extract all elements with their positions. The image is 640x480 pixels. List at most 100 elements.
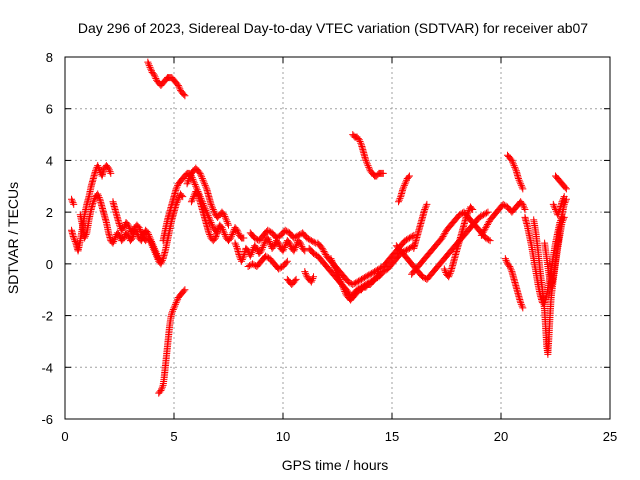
data-point [341, 289, 349, 297]
data-point [94, 163, 102, 171]
data-point [219, 227, 227, 235]
data-point [229, 229, 237, 237]
data-point [95, 165, 103, 173]
data-point [310, 238, 318, 246]
x-tick-label: 0 [61, 429, 68, 444]
data-point [404, 235, 412, 243]
data-point [185, 176, 193, 184]
data-point [328, 258, 336, 266]
data-point [174, 295, 182, 303]
data-point [554, 211, 562, 219]
data-point [264, 226, 272, 234]
data-point [172, 185, 180, 193]
data-point [445, 273, 453, 281]
data-point [549, 200, 557, 208]
data-point [248, 249, 256, 257]
data-point [145, 60, 153, 68]
data-point [365, 165, 373, 173]
data-point [350, 280, 358, 288]
data-point [158, 385, 166, 393]
data-point [422, 202, 430, 210]
data-point [222, 216, 230, 224]
data-point [562, 185, 570, 193]
data-point [291, 245, 299, 253]
data-point [507, 266, 515, 274]
data-point [220, 211, 228, 219]
data-point [379, 169, 387, 177]
data-point [293, 232, 301, 240]
data-point [186, 173, 194, 181]
data-point [362, 273, 370, 281]
data-point [336, 275, 344, 283]
data-point [503, 258, 511, 266]
data-point [309, 275, 317, 283]
data-point [302, 269, 310, 277]
data-point [173, 183, 181, 191]
series-prn-a [68, 195, 78, 208]
data-point [124, 221, 132, 229]
data-point [284, 238, 292, 246]
data-point [259, 242, 267, 250]
data-point [69, 199, 77, 207]
data-point [137, 227, 145, 235]
plot-frame [64, 56, 611, 420]
data-point [400, 183, 408, 191]
data-point [205, 229, 213, 237]
data-point [478, 230, 486, 238]
data-point [206, 231, 214, 239]
data-point [482, 224, 490, 232]
series-prn-b [68, 162, 115, 255]
data-point [144, 58, 152, 66]
series-prn-ac [541, 195, 570, 291]
data-point [308, 276, 316, 284]
data-point [335, 274, 343, 282]
data-point [147, 67, 155, 75]
data-point [372, 274, 380, 282]
data-point [116, 221, 123, 229]
data-point [359, 275, 367, 283]
data-point [94, 192, 102, 200]
data-point [516, 178, 524, 186]
data-point [511, 163, 519, 171]
data-point [209, 206, 217, 214]
data-point [116, 231, 123, 239]
data-point [395, 196, 403, 204]
data-point [196, 169, 204, 177]
data-point [506, 264, 514, 272]
data-point [120, 234, 128, 242]
data-point [265, 237, 273, 245]
data-point [221, 212, 229, 220]
data-point [282, 259, 290, 267]
y-tick-label: -2 [41, 309, 53, 324]
data-point [484, 219, 492, 227]
data-point [306, 236, 314, 244]
data-point [481, 225, 489, 233]
data-point [129, 227, 137, 235]
data-point [480, 227, 488, 235]
data-point [220, 229, 228, 237]
data-point [269, 243, 277, 251]
data-point [479, 228, 487, 236]
data-point [353, 278, 361, 286]
data-point [401, 237, 409, 245]
series-prn-p [314, 231, 418, 289]
data-point [327, 255, 335, 263]
series-prn-s [395, 172, 413, 206]
data-point [558, 198, 566, 206]
data-point [221, 231, 229, 239]
data-point [247, 250, 255, 258]
data-point [438, 234, 446, 242]
data-point [292, 242, 300, 250]
data-point [187, 171, 195, 179]
data-point [147, 238, 155, 246]
data-point [145, 62, 153, 70]
data-point [286, 239, 294, 247]
y-tick-label: 2 [46, 205, 53, 220]
data-point [456, 211, 464, 219]
data-point [68, 195, 76, 203]
data-point [340, 286, 348, 294]
data-point [508, 156, 516, 164]
data-point [506, 262, 514, 270]
y-tick-label: -6 [41, 412, 53, 427]
data-point [423, 200, 431, 208]
